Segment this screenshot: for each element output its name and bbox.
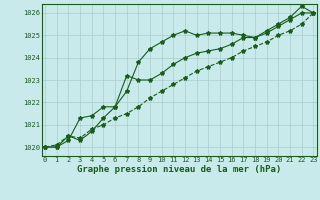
X-axis label: Graphe pression niveau de la mer (hPa): Graphe pression niveau de la mer (hPa): [77, 165, 281, 174]
